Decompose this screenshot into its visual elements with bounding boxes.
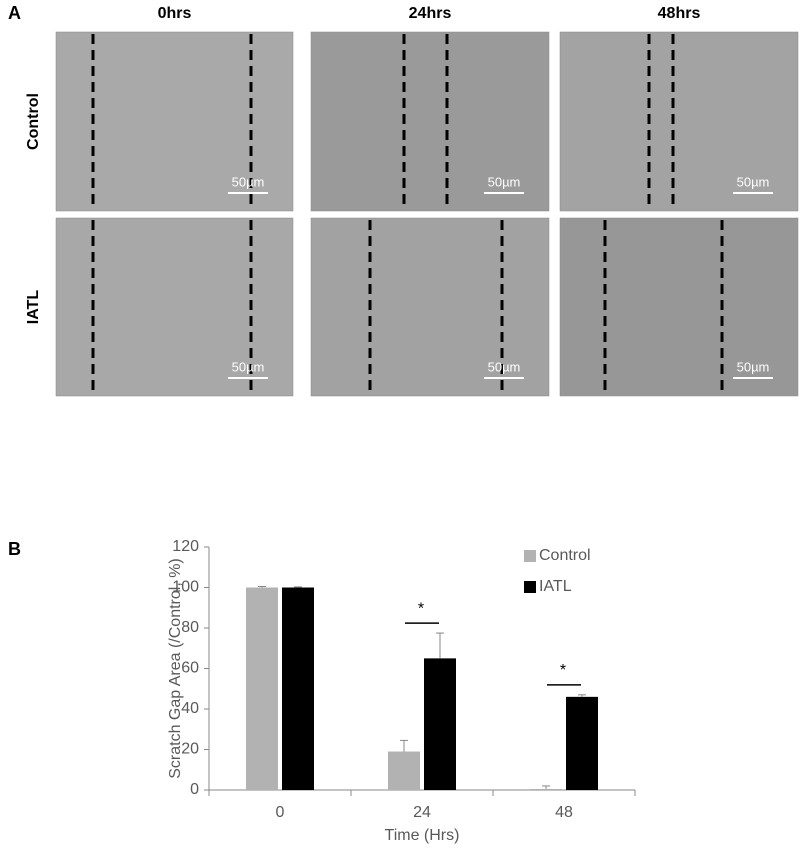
column-label: 0hrs <box>158 5 192 22</box>
column-label: 48hrs <box>658 5 701 22</box>
bar <box>424 658 456 790</box>
y-tick-label: 60 <box>181 660 199 677</box>
bar <box>388 751 420 790</box>
bar <box>566 696 598 790</box>
legend-label: Control <box>539 547 591 564</box>
column-label: 24hrs <box>409 5 452 22</box>
error-bar <box>436 632 444 659</box>
error-bar <box>400 739 408 752</box>
micrograph <box>559 217 799 397</box>
x-axis-title: Time (Hrs) <box>385 827 460 844</box>
scale-bar-label: 50µm <box>232 359 265 374</box>
scale-bar-label: 50µm <box>232 174 265 189</box>
micrograph <box>310 31 550 212</box>
legend-swatch <box>524 550 536 562</box>
panel-label: A <box>8 3 21 23</box>
row-label: IATL <box>25 290 42 325</box>
legend-label: IATL <box>539 578 572 595</box>
significance-marker: * <box>418 600 424 617</box>
x-tick-label: 0 <box>276 804 285 821</box>
row-label: Control <box>25 93 42 150</box>
error-bar <box>294 586 302 588</box>
y-tick-label: 40 <box>181 700 199 717</box>
bar <box>246 587 278 790</box>
y-tick-label: 0 <box>190 781 199 798</box>
scale-bar-label: 50µm <box>737 174 770 189</box>
bar <box>282 587 314 790</box>
x-tick-label: 48 <box>555 804 573 821</box>
micrograph <box>310 217 550 397</box>
micrograph <box>559 31 799 212</box>
error-bar <box>578 694 586 697</box>
significance-marker: * <box>560 662 566 679</box>
error-bar <box>542 785 550 789</box>
micrograph <box>55 31 294 212</box>
y-axis-title: Scratch Gap Area (/Control, %) <box>167 558 184 779</box>
y-tick-label: 80 <box>181 619 199 636</box>
y-tick-label: 20 <box>181 741 199 758</box>
micrograph <box>55 217 294 397</box>
scale-bar-label: 50µm <box>737 359 770 374</box>
scale-bar-label: 50µm <box>488 359 521 374</box>
y-tick-label: 120 <box>172 538 199 555</box>
panel-label: B <box>8 539 21 559</box>
x-tick-label: 24 <box>413 804 431 821</box>
bar <box>530 788 562 790</box>
y-tick-label: 100 <box>172 579 199 596</box>
legend-swatch <box>524 581 536 593</box>
scale-bar-label: 50µm <box>488 174 521 189</box>
error-bar <box>258 585 266 588</box>
